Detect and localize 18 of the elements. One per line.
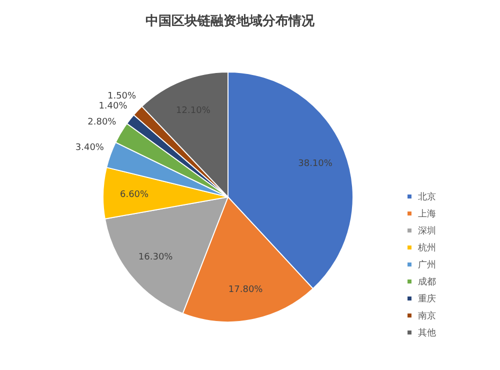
legend-label: 重庆 [418,294,436,304]
data-label: 6.60% [120,190,150,200]
legend-label: 南京 [418,310,436,322]
data-label: 17.80% [228,285,264,296]
legend-label: 成都 [418,276,436,288]
data-label: 16.30% [138,252,174,263]
legend-label: 上海 [418,208,436,220]
data-label: 1.40% [98,101,128,112]
data-label: 38.10% [298,158,333,169]
legend-label: 广州 [418,260,436,270]
data-label: 2.80% [88,117,117,128]
legend-label: 深圳 [418,226,436,236]
legend-label: 杭州 [417,242,436,254]
data-label: 3.40% [75,143,104,154]
legend-label: 北京 [418,192,436,202]
chart-title: 中国区块链融资地域分布情况 [146,14,316,29]
data-label: 1.50% [108,91,137,102]
legend-label: 其他 [418,328,436,338]
